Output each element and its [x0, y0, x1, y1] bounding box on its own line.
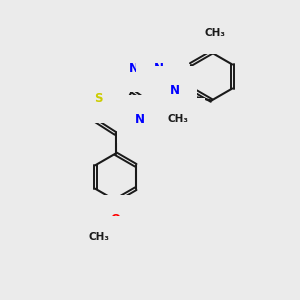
Text: CH₃: CH₃: [205, 28, 226, 38]
Text: N: N: [129, 61, 139, 75]
Text: N: N: [154, 61, 164, 75]
Text: N: N: [169, 83, 180, 97]
Text: O: O: [110, 212, 121, 226]
Text: N: N: [135, 112, 145, 126]
Text: CH₃: CH₃: [168, 113, 189, 124]
Text: CH₃: CH₃: [88, 232, 110, 242]
Text: S: S: [94, 92, 103, 105]
